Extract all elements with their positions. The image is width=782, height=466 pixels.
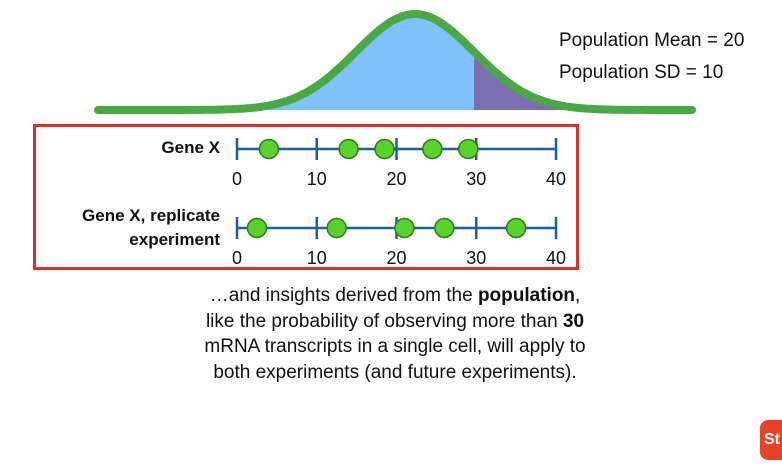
tick-label: 20 xyxy=(386,248,406,268)
data-point xyxy=(258,138,280,160)
gene-x-replicate-label-line2: experiment xyxy=(129,230,220,249)
caption: …and insights derived from the populatio… xyxy=(200,283,590,385)
tick-label: 40 xyxy=(546,169,566,189)
data-point xyxy=(458,138,479,160)
tick-label: 30 xyxy=(466,248,486,268)
tick-label: 40 xyxy=(546,248,566,268)
curve-outline xyxy=(94,10,696,114)
gene-x-number-line: 0 10 20 30 40 xyxy=(232,138,566,189)
data-point xyxy=(394,217,415,239)
data-point xyxy=(434,217,455,239)
gene-data-box xyxy=(33,124,579,270)
caption-part2: , like the probability of observing more… xyxy=(205,285,581,332)
data-point xyxy=(422,138,443,160)
normal-distribution-curve xyxy=(94,10,696,114)
data-point xyxy=(374,138,395,160)
gene-x-replicate-label: Gene X, replicate xyxy=(82,206,220,225)
tick-label: 30 xyxy=(466,169,486,189)
caption-bold-30: 30 xyxy=(562,310,585,332)
data-point xyxy=(338,138,359,160)
population-mean-label: Population Mean = 20 xyxy=(559,30,745,51)
tick-label: 10 xyxy=(307,248,327,268)
tick-label: 20 xyxy=(386,169,406,189)
data-point xyxy=(246,217,268,239)
data-point xyxy=(326,217,347,239)
tick-label: 0 xyxy=(232,248,242,268)
caption-bold-population: population xyxy=(477,285,576,306)
population-sd-label: Population SD = 10 xyxy=(559,62,724,83)
gene-x-replicate-number-line: 0 10 20 30 40 xyxy=(232,217,566,268)
gene-x-label: Gene X xyxy=(161,138,220,157)
tick-label: 0 xyxy=(232,169,242,189)
channel-logo: St xyxy=(760,420,782,460)
caption-part3: mRNA transcripts in a single cell, will … xyxy=(204,336,586,383)
caption-part1: …and insights derived from the xyxy=(209,285,478,306)
data-point xyxy=(505,217,527,239)
curve-body-fill xyxy=(98,14,474,110)
tick-label: 10 xyxy=(307,169,327,189)
